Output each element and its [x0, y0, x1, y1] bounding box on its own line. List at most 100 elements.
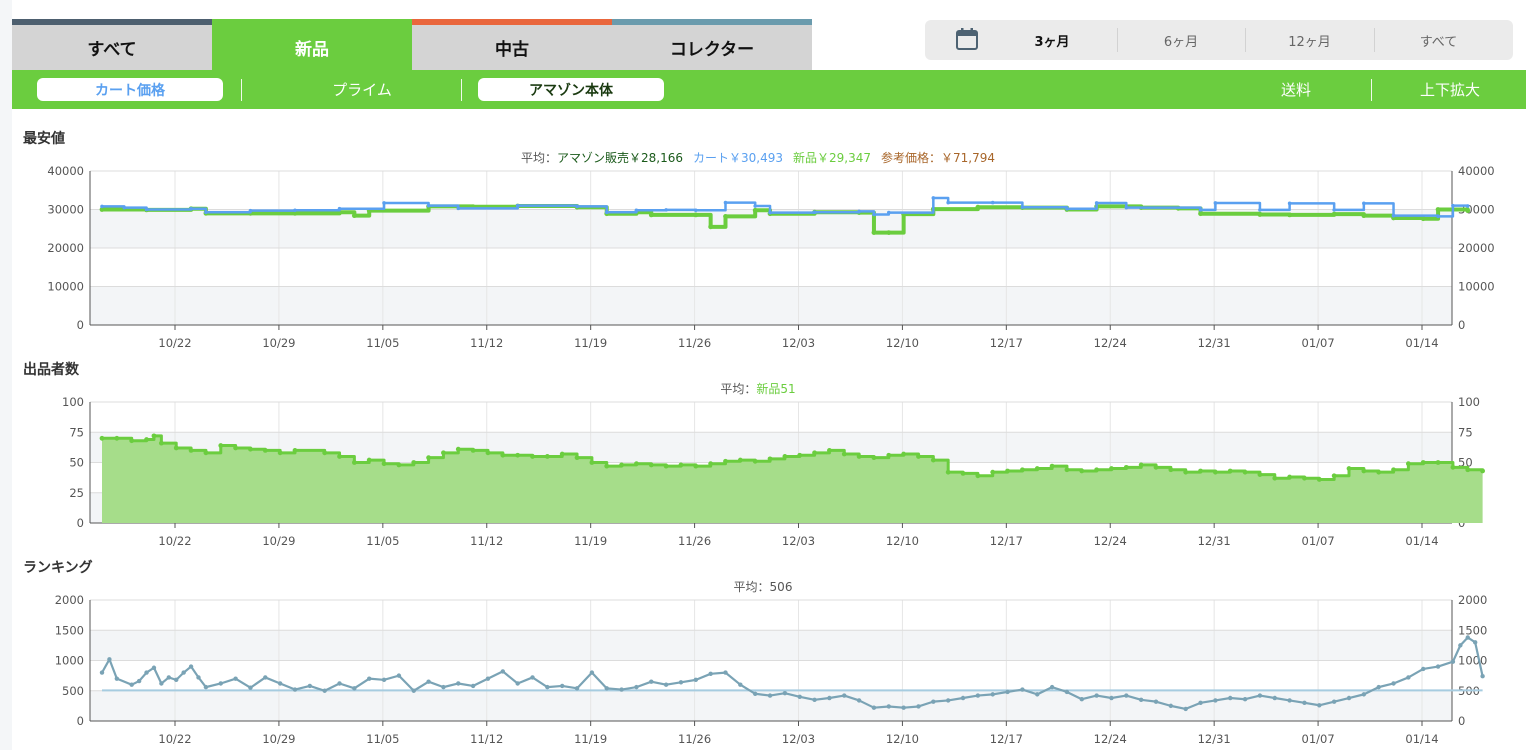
- y-tick-label-left: 0: [77, 318, 84, 332]
- tab-all-label: すべて: [87, 40, 137, 60]
- calendar-icon[interactable]: [955, 27, 979, 51]
- data-point: [678, 462, 684, 468]
- data-point: [648, 462, 654, 468]
- data-point: [1458, 643, 1463, 648]
- y-tick-label-left: 1000: [55, 654, 84, 668]
- data-point: [693, 677, 699, 683]
- data-point: [114, 676, 120, 681]
- data-point: [931, 699, 936, 704]
- data-point: [277, 450, 283, 456]
- range-all[interactable]: すべて: [1419, 34, 1458, 50]
- x-tick-label: 01/07: [1302, 336, 1335, 350]
- tab-all[interactable]: すべて: [12, 19, 212, 70]
- ranking-chart-title: ランキング: [23, 560, 93, 576]
- cart-price-toggle[interactable]: カート価格: [37, 78, 223, 101]
- x-tick-label: 12/31: [1198, 732, 1231, 746]
- x-tick-label: 11/19: [574, 336, 607, 350]
- y-tick-label-left: 40000: [47, 164, 84, 178]
- data-point: [975, 204, 981, 210]
- shipping-toggle[interactable]: 送料: [1280, 81, 1311, 99]
- filter-divider: [461, 79, 462, 101]
- data-point: [574, 455, 580, 461]
- data-point: [708, 671, 713, 677]
- data-point: [1064, 689, 1070, 695]
- data-point: [723, 458, 728, 464]
- data-point: [411, 460, 417, 465]
- sellers-chart: 1001007575505025250010/2210/2911/0511/12…: [62, 395, 1486, 548]
- data-point: [916, 454, 921, 459]
- data-point: [886, 230, 892, 235]
- data-point: [1124, 205, 1129, 210]
- data-point: [1435, 664, 1441, 669]
- data-point: [678, 680, 684, 685]
- data-point: [782, 454, 788, 459]
- data-point: [604, 210, 609, 214]
- price-avg-prefix: 平均：: [520, 151, 557, 165]
- data-point: [1109, 466, 1114, 471]
- range-3-months[interactable]: 3ヶ月: [1034, 34, 1070, 50]
- data-point: [708, 224, 714, 230]
- data-point: [1094, 693, 1099, 698]
- x-tick-label: 01/07: [1302, 534, 1335, 548]
- data-point: [1405, 461, 1411, 467]
- data-point: [708, 461, 714, 467]
- data-point: [218, 443, 224, 448]
- data-point: [619, 687, 624, 692]
- data-point: [1064, 467, 1070, 473]
- y-tick-label-right: 1500: [1458, 623, 1487, 637]
- data-point: [1213, 698, 1218, 703]
- filter-divider: [1371, 79, 1372, 101]
- data-point: [559, 451, 565, 457]
- data-point: [545, 684, 550, 690]
- data-point: [1079, 468, 1085, 474]
- data-point: [1450, 464, 1456, 470]
- range-12-months[interactable]: 12ヶ月: [1288, 34, 1331, 50]
- x-tick-label: 12/24: [1094, 732, 1127, 746]
- data-point: [1480, 674, 1485, 679]
- data-point: [1346, 466, 1352, 471]
- data-point: [916, 704, 921, 709]
- y-tick-label-left: 10000: [47, 280, 84, 294]
- data-point: [797, 452, 803, 458]
- x-tick-label: 12/10: [886, 732, 919, 746]
- data-point: [871, 230, 877, 235]
- data-point: [1376, 469, 1382, 475]
- data-point: [248, 446, 253, 452]
- data-point: [203, 684, 209, 690]
- tab-collector[interactable]: コレクター: [612, 19, 812, 70]
- range-divider: [1117, 28, 1118, 52]
- x-tick-label: 11/26: [678, 336, 711, 350]
- x-tick-label: 01/14: [1405, 732, 1438, 746]
- data-point: [456, 681, 461, 686]
- data-point: [812, 450, 817, 456]
- y-tick-label-right: 20000: [1458, 241, 1495, 255]
- data-point: [560, 683, 565, 689]
- range-6-months[interactable]: 6ヶ月: [1163, 34, 1199, 50]
- data-point: [470, 448, 476, 453]
- data-point: [277, 681, 283, 686]
- data-point: [196, 675, 201, 680]
- data-point: [322, 688, 327, 693]
- prime-toggle[interactable]: プライム: [332, 81, 392, 99]
- data-point: [1391, 213, 1396, 218]
- data-point: [767, 693, 773, 698]
- data-point: [144, 437, 149, 442]
- data-point: [122, 205, 127, 210]
- sellers-avg-prefix: 平均：: [720, 382, 757, 396]
- amazon-toggle[interactable]: アマゾン本体: [478, 78, 664, 101]
- data-point: [827, 448, 832, 453]
- tab-new-label: 新品: [295, 40, 329, 60]
- data-point: [233, 676, 238, 681]
- tab-used[interactable]: 中古: [412, 19, 612, 70]
- data-point: [129, 682, 134, 687]
- tab-new[interactable]: 新品: [212, 19, 412, 70]
- data-point: [1138, 697, 1144, 703]
- data-point: [782, 690, 788, 696]
- data-point: [367, 676, 372, 681]
- data-point: [812, 697, 817, 703]
- data-point: [307, 683, 313, 689]
- data-point: [871, 705, 877, 710]
- data-point: [797, 694, 802, 699]
- data-point: [1020, 687, 1025, 692]
- vertical-zoom-toggle[interactable]: 上下拡大: [1419, 81, 1480, 99]
